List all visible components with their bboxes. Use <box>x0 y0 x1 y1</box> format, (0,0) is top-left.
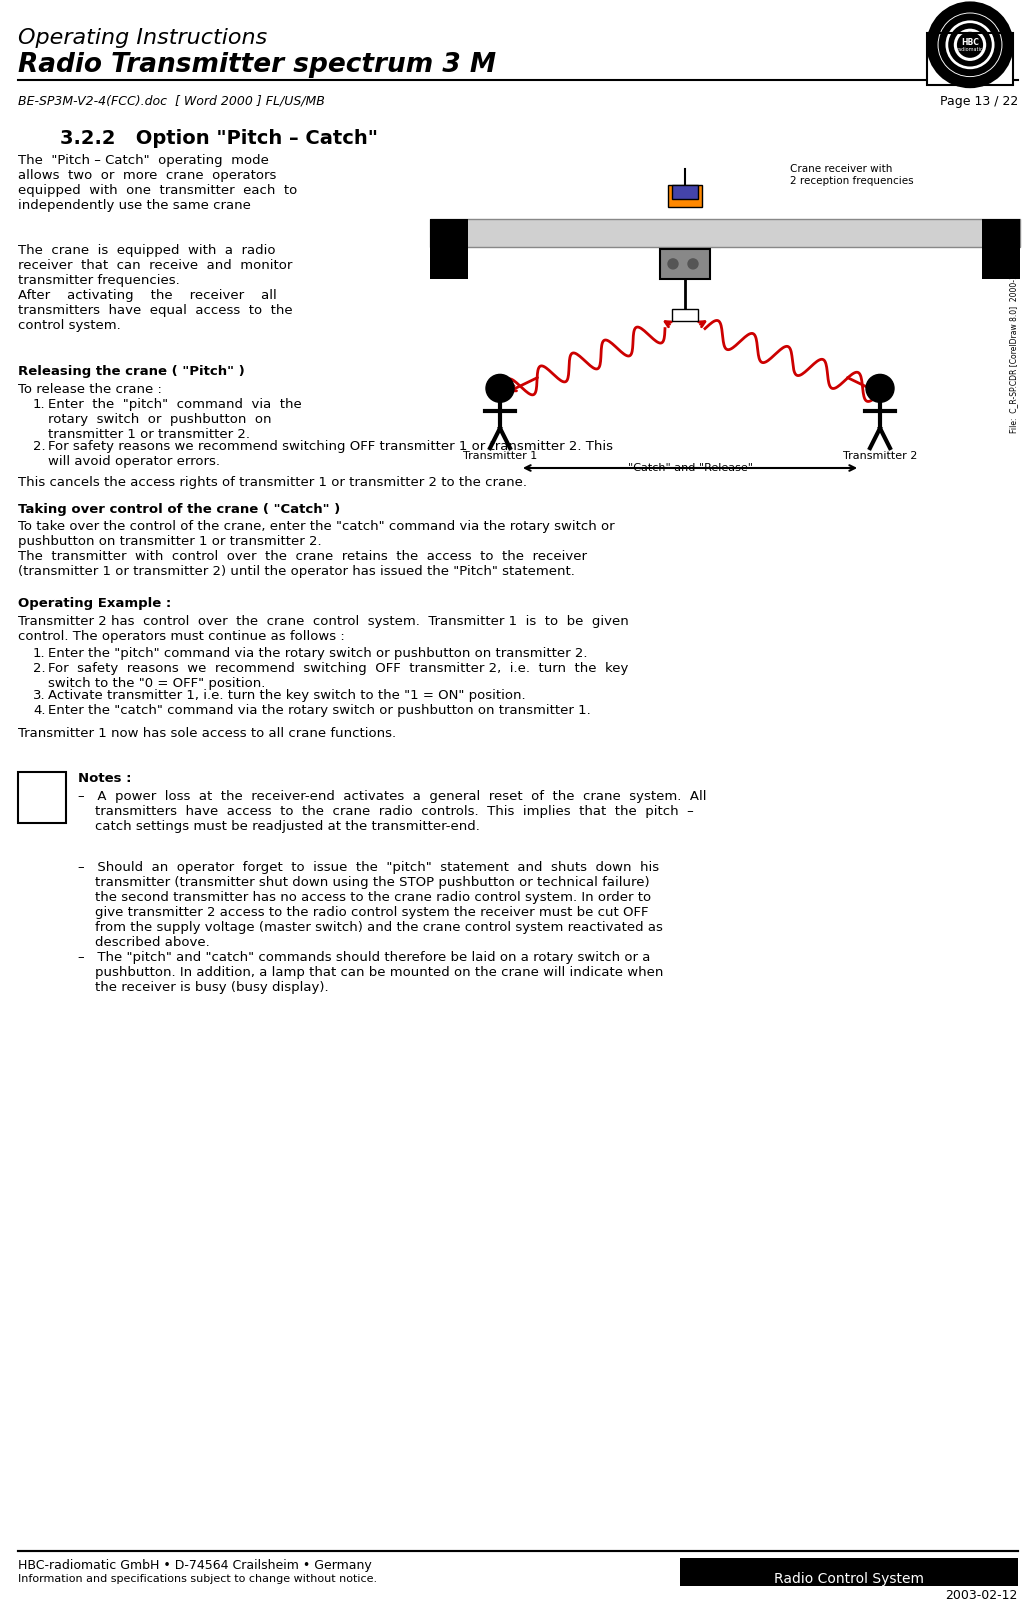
Text: 2.: 2. <box>33 439 46 452</box>
Text: This cancels the access rights of transmitter 1 or transmitter 2 to the crane.: This cancels the access rights of transm… <box>18 476 527 489</box>
Text: Notes :: Notes : <box>78 772 131 784</box>
Text: HBC-radiomatic GmbH • D-74564 Crailsheim • Germany: HBC-radiomatic GmbH • D-74564 Crailsheim… <box>18 1559 372 1572</box>
Text: Releasing the crane ( "Pitch" ): Releasing the crane ( "Pitch" ) <box>18 366 244 379</box>
Text: BE-SP3M-V2-4(FCC).doc  [ Word 2000 ] FL/US/MB: BE-SP3M-V2-4(FCC).doc [ Word 2000 ] FL/U… <box>18 95 325 107</box>
Text: Transmitter 1: Transmitter 1 <box>463 451 537 460</box>
Bar <box>430 220 468 279</box>
Text: 3.2.2   Option "Pitch – Catch": 3.2.2 Option "Pitch – Catch" <box>60 130 378 149</box>
Text: 1.: 1. <box>33 398 46 411</box>
Circle shape <box>486 374 514 403</box>
Text: –   Should  an  operator  forget  to  issue  the  "pitch"  statement  and  shuts: – Should an operator forget to issue the… <box>78 861 662 950</box>
Text: Activate transmitter 1, i.e. turn the key switch to the "1 = ON" position.: Activate transmitter 1, i.e. turn the ke… <box>48 690 526 703</box>
Text: 2003-02-12: 2003-02-12 <box>946 1590 1018 1602</box>
Bar <box>982 220 1021 279</box>
Bar <box>660 249 710 279</box>
Text: Radio Control System: Radio Control System <box>774 1572 924 1586</box>
Text: Crane receiver with
2 reception frequencies: Crane receiver with 2 reception frequenc… <box>790 164 914 186</box>
Text: –   A  power  loss  at  the  receiver-end  activates  a  general  reset  of  the: – A power loss at the receiver-end activ… <box>78 789 707 832</box>
Text: Transmitter 2 has  control  over  the  crane  control  system.  Transmitter 1  i: Transmitter 2 has control over the crane… <box>18 616 628 643</box>
Text: Information and specifications subject to change without notice.: Information and specifications subject t… <box>18 1574 377 1585</box>
Text: Enter the "pitch" command via the rotary switch or pushbutton on transmitter 2.: Enter the "pitch" command via the rotary… <box>48 648 588 661</box>
Text: 2.: 2. <box>33 662 46 675</box>
Bar <box>668 184 702 207</box>
Bar <box>672 308 698 321</box>
Circle shape <box>688 258 698 269</box>
Text: Operating Instructions: Operating Instructions <box>18 27 267 48</box>
FancyBboxPatch shape <box>927 32 1013 85</box>
Text: radiomatic: radiomatic <box>956 47 983 53</box>
Text: To take over the control of the crane, enter the "catch" command via the rotary : To take over the control of the crane, e… <box>18 520 615 577</box>
Text: To release the crane :: To release the crane : <box>18 383 161 396</box>
Bar <box>680 1559 1018 1586</box>
Bar <box>672 184 698 199</box>
Text: Page 13 / 22: Page 13 / 22 <box>940 95 1018 107</box>
Text: For safety reasons we recommend switching OFF transmitter 1 or transmitter 2. Th: For safety reasons we recommend switchin… <box>48 439 613 468</box>
Text: 3.: 3. <box>33 690 46 703</box>
Text: Taking over control of the crane ( "Catch" ): Taking over control of the crane ( "Catc… <box>18 502 341 516</box>
Text: Transmitter 2: Transmitter 2 <box>842 451 917 460</box>
Text: Transmitter 1 now has sole access to all crane functions.: Transmitter 1 now has sole access to all… <box>18 727 396 739</box>
Text: –   The "pitch" and "catch" commands should therefore be laid on a rotary switch: – The "pitch" and "catch" commands shoul… <box>78 951 663 994</box>
Text: For  safety  reasons  we  recommend  switching  OFF  transmitter 2,  i.e.  turn : For safety reasons we recommend switchin… <box>48 662 628 690</box>
Text: The  crane  is  equipped  with  a  radio
receiver  that  can  receive  and  moni: The crane is equipped with a radio recei… <box>18 244 293 332</box>
Text: 4.: 4. <box>33 704 46 717</box>
Circle shape <box>962 35 979 55</box>
Text: "Catch" and "Release": "Catch" and "Release" <box>627 464 752 473</box>
Bar <box>430 220 1021 247</box>
Circle shape <box>866 374 894 403</box>
Text: 1.: 1. <box>33 648 46 661</box>
Text: HBC: HBC <box>962 38 979 47</box>
Text: Operating Example :: Operating Example : <box>18 597 171 611</box>
Text: Radio Transmitter spectrum 3 M: Radio Transmitter spectrum 3 M <box>18 51 496 77</box>
Text: The  "Pitch – Catch"  operating  mode
allows  two  or  more  crane  operators
eq: The "Pitch – Catch" operating mode allow… <box>18 154 297 212</box>
Text: Enter  the  "pitch"  command  via  the
rotary  switch  or  pushbutton  on
transm: Enter the "pitch" command via the rotary… <box>48 398 302 441</box>
Circle shape <box>668 258 678 269</box>
Text: Enter the "catch" command via the rotary switch or pushbutton on transmitter 1.: Enter the "catch" command via the rotary… <box>48 704 591 717</box>
Bar <box>18 772 66 823</box>
Text: File:  C_R-SP.CDR [CorelDraw 8.0]  2000-11-07  FL: File: C_R-SP.CDR [CorelDraw 8.0] 2000-11… <box>1009 244 1018 433</box>
